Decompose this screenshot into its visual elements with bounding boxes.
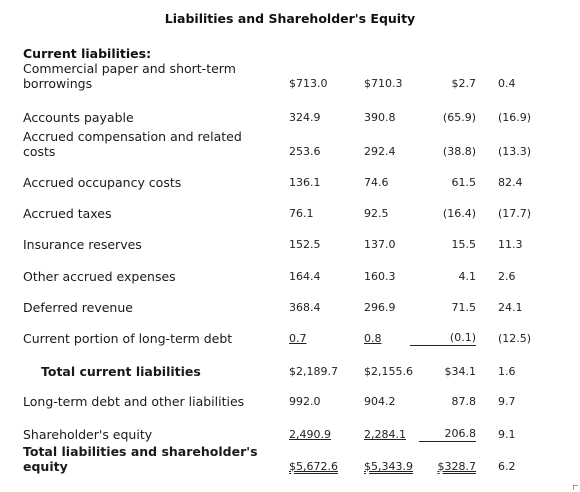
value-2001: 136.1 [289,176,321,189]
row-label: Commercial paper and short-term borrowing… [23,61,236,91]
value-2001: 2,490.9 [289,428,331,441]
value-change: 206.8 [418,426,476,442]
table-row: Insurance reserves 152.5 137.0 15.5 11.3 [0,218,580,252]
value-2001: 164.4 [289,270,321,283]
value-percent: 1.6 [498,365,516,378]
table-row: Accrued occupancy costs 136.1 74.6 61.5 … [0,156,580,190]
table-row: Shareholder's equity 2,490.9 2,284.1 206… [0,408,580,442]
row-label: Other accrued expenses [23,269,176,284]
value-percent: (17.7) [498,207,532,220]
value-percent: (16.9) [498,111,532,124]
value-change: (38.8) [442,145,476,158]
value-percent: 0.4 [498,77,516,90]
value-percent: 6.2 [498,460,516,473]
value-2001: 992.0 [289,395,321,408]
value-change: (0.1) [409,330,476,346]
value-2000: 74.6 [364,176,389,189]
value-change: 87.8 [451,395,477,408]
table-row: Accrued taxes 76.1 92.5 (16.4) (17.7) [0,187,580,221]
value-percent: 9.7 [498,395,516,408]
value-2000: $2,155.6 [364,365,413,378]
value-change: 4.1 [458,270,477,283]
value-change: $328.7 [437,460,477,473]
row-label: Shareholder's equity [23,427,153,442]
resize-corner-mark [573,485,578,490]
value-percent: 11.3 [498,238,523,251]
value-2000: 137.0 [364,238,396,251]
row-label: Current portion of long-term debt [23,331,233,346]
value-2000: 390.8 [364,111,396,124]
row-label: Accounts payable [23,110,134,125]
row-label: Accrued taxes [23,206,112,221]
value-percent: (12.5) [498,332,532,345]
value-2001: 0.7 [289,332,307,345]
row-label: Deferred revenue [23,300,133,315]
value-percent: 2.6 [498,270,516,283]
value-2000: 292.4 [364,145,396,158]
value-change: $34.1 [444,365,477,378]
value-change: (16.4) [442,207,476,220]
table-title: Liabilities and Shareholder's Equity [164,11,416,26]
table-row: Accrued compensation and related costs 25… [0,125,580,159]
table-row: Total current liabilities $2,189.7 $2,15… [0,345,580,379]
table-row: Accounts payable 324.9 390.8 (65.9) (16.… [0,91,580,125]
table-row: Deferred revenue 368.4 296.9 71.5 24.1 [0,281,580,315]
value-2000: 2,284.1 [364,428,406,441]
table-row: Long-term debt and other liabilities 992… [0,375,580,409]
value-2001: 76.1 [289,207,314,220]
table-row: Total liabilities and shareholder's equi… [0,440,580,474]
value-2001: $5,672.6 [289,460,338,473]
value-2001: 368.4 [289,301,321,314]
value-2000: $710.3 [364,77,403,90]
value-2000: 904.2 [364,395,396,408]
value-2001: $713.0 [289,77,328,90]
row-label: Total current liabilities [41,364,201,379]
section-heading: Current liabilities: [23,46,152,61]
row-label: Accrued compensation and related costs [23,129,242,159]
value-percent: 9.1 [498,428,516,441]
table-row: Current portion of long-term debt 0.7 0.… [0,312,580,346]
value-2000: 0.8 [364,332,382,345]
value-2000: 160.3 [364,270,396,283]
value-percent: 82.4 [498,176,523,189]
table-row: Commercial paper and short-term borrowing… [0,57,580,91]
value-percent: 24.1 [498,301,523,314]
value-change: 15.5 [451,238,477,251]
value-2000: 92.5 [364,207,389,220]
value-2001: 253.6 [289,145,321,158]
value-2000: $5,343.9 [364,460,413,473]
value-percent: (13.3) [498,145,532,158]
value-2000: 296.9 [364,301,396,314]
row-label: Insurance reserves [23,237,142,252]
row-label: Accrued occupancy costs [23,175,182,190]
value-2001: 152.5 [289,238,321,251]
row-label: Total liabilities and shareholder's equi… [23,444,258,474]
value-change: $2.7 [451,77,477,90]
row-label: Long-term debt and other liabilities [23,394,245,409]
value-2001: 324.9 [289,111,321,124]
value-change: 71.5 [451,301,477,314]
value-change: (65.9) [442,111,476,124]
value-change: 61.5 [451,176,477,189]
table-row: Other accrued expenses 164.4 160.3 4.1 2… [0,250,580,284]
value-2001: $2,189.7 [289,365,338,378]
